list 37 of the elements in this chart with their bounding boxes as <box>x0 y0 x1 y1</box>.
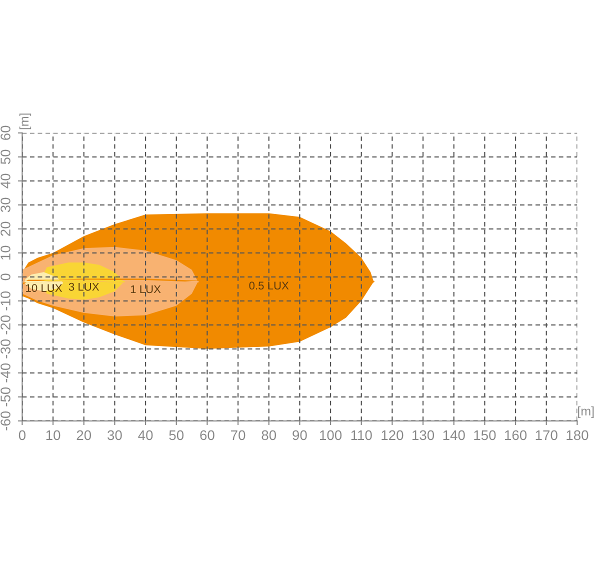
x-tick-label: 110 <box>351 430 372 440</box>
x-tick-label: 50 <box>169 430 184 440</box>
x-axis-title: [m] <box>578 406 594 418</box>
x-tick-label: 90 <box>292 430 307 440</box>
x-tick-label: 160 <box>505 430 527 440</box>
x-tick-label: 130 <box>412 430 434 440</box>
y-tick-label: 0 <box>0 274 10 280</box>
y-tick-label: -50 <box>0 387 10 406</box>
annotation: 1 LUX <box>130 285 161 294</box>
y-tick-label: -10 <box>0 291 10 310</box>
y-tick-label: 60 <box>0 126 10 140</box>
y-tick-label: -20 <box>0 315 10 334</box>
x-tick-label: 100 <box>320 430 342 440</box>
x-tick-label: 150 <box>474 430 496 440</box>
x-tick-label: 40 <box>138 430 153 440</box>
x-tick-label: 60 <box>200 430 214 440</box>
y-tick-label: 30 <box>0 198 10 212</box>
y-tick-label: 40 <box>0 174 10 188</box>
x-tick-label: 10 <box>46 430 60 440</box>
x-tick-label: 0 <box>18 430 26 440</box>
x-tick-label: 80 <box>262 430 276 440</box>
y-tick-label: -30 <box>0 339 10 358</box>
y-tick-label: -40 <box>0 363 10 382</box>
annotation: 0.5 LUX <box>249 282 289 290</box>
x-tick-label: 20 <box>76 430 92 440</box>
y-axis-title: [m] <box>19 114 32 130</box>
annotation: 3 LUX <box>68 282 100 291</box>
x-tick-label: 30 <box>108 430 122 440</box>
y-tick-label: -60 <box>0 411 10 430</box>
x-tick-label: 120 <box>382 430 404 440</box>
x-tick-label: 170 <box>536 430 558 440</box>
x-tick-label: 140 <box>443 430 465 440</box>
x-tick-label: 70 <box>231 430 246 440</box>
y-tick-label: 10 <box>0 246 10 260</box>
x-tick-label: 180 <box>566 430 588 440</box>
y-tick-label: 20 <box>0 222 10 236</box>
y-tick-label: 50 <box>0 150 10 164</box>
